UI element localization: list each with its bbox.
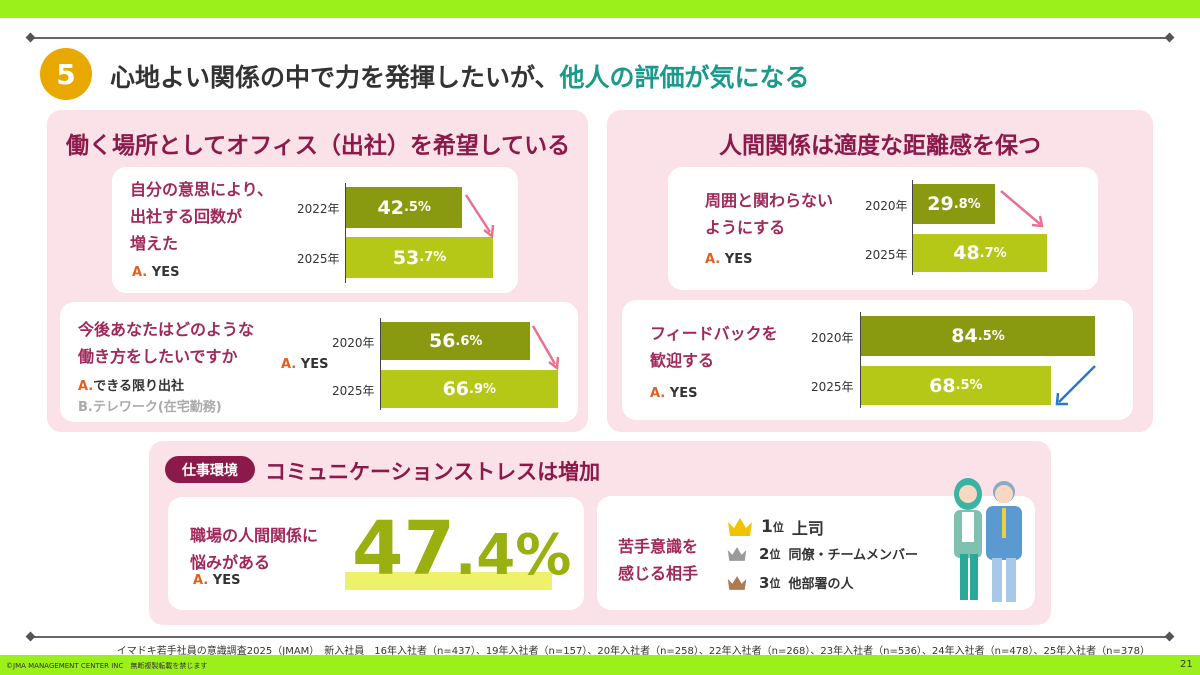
year-label: 2025年: [811, 380, 854, 394]
year-label: 2025年: [297, 252, 340, 266]
trend-arrow-icon: [464, 194, 495, 239]
trend-arrow-icon: [531, 325, 560, 371]
rank-item: 3 位 他部署の人: [727, 573, 853, 592]
rank-number: 2: [759, 544, 770, 563]
bar: 42.5%: [346, 187, 463, 228]
answer-label: A. YES: [193, 573, 241, 588]
rank-unit: 位: [769, 547, 781, 561]
year-label: 2022年: [297, 202, 340, 216]
bar: 84.5%: [861, 316, 1096, 356]
section-number: 5: [40, 48, 92, 100]
copyright: ©JMA MANAGEMENT CENTER INC 無断複製転載を禁じます: [6, 662, 208, 670]
bottom-accent-bar: [0, 655, 1200, 675]
axis: [860, 312, 861, 408]
page-number: 21: [1180, 659, 1193, 670]
year-label: 2020年: [811, 331, 854, 345]
rank-unit: 位: [769, 576, 781, 590]
rank-item: 2 位 同僚・チームメンバー: [727, 544, 918, 563]
question: 周囲と関わらない ようにする: [705, 191, 834, 237]
top-accent-bar: [0, 0, 1200, 18]
communication-heading: コミュニケーションストレスは増加: [265, 460, 601, 484]
highlight-marker: [345, 572, 552, 590]
option-b: B.テレワーク(在宅勤務): [78, 400, 222, 415]
axis: [380, 318, 381, 410]
crown-icon: [727, 546, 747, 561]
year-label: 2020年: [865, 199, 908, 213]
axis: [345, 183, 346, 283]
people-illustration: [954, 478, 1022, 602]
question: フィードバックを 歓迎する: [650, 324, 778, 370]
year-label: 2020年: [332, 336, 375, 350]
axis: [912, 180, 913, 275]
divider: [30, 636, 1170, 638]
crown-icon: [728, 518, 752, 536]
answer-label: A. YES: [650, 386, 698, 401]
rank-number: 1: [761, 517, 773, 537]
answer-label: A. YES: [132, 265, 180, 280]
question: 職場の人間関係に 悩みがある: [190, 526, 319, 572]
question: 苦手意識を 感じる相手: [618, 537, 699, 583]
option-a: A.できる限り出社: [78, 379, 184, 394]
divider-end: [25, 32, 36, 43]
trend-arrow-icon: [1055, 365, 1096, 406]
year-label: 2025年: [332, 384, 375, 398]
rank-label: 上司: [791, 519, 824, 538]
bar: 48.7%: [913, 234, 1047, 272]
rank-number: 3: [759, 573, 770, 592]
rank-unit: 位: [772, 521, 784, 534]
question: 自分の意思により、 出社する回数が 増えた: [130, 180, 274, 253]
distance-heading: 人間関係は適度な距離感を保つ: [719, 133, 1041, 159]
answer-label: A. YES: [281, 357, 329, 372]
rank-label: 同僚・チームメンバー: [788, 548, 919, 563]
bar: 68.5%: [861, 366, 1051, 405]
crown-icon: [727, 575, 747, 590]
trend-arrow-icon: [1000, 190, 1044, 228]
category-badge: 仕事環境: [165, 456, 255, 483]
stress-card: [168, 497, 584, 610]
divider-end: [25, 631, 36, 642]
year-label: 2025年: [865, 248, 908, 262]
divider-end: [1164, 631, 1175, 642]
page-title: 心地よい関係の中で力を発揮したいが、他人の評価が気になる: [110, 58, 810, 94]
divider-end: [1164, 32, 1175, 43]
answer-label: A. YES: [705, 252, 753, 267]
bar: 29.8%: [913, 184, 995, 224]
bar: 56.6%: [381, 322, 531, 360]
office-heading: 働く場所としてオフィス（出社）を希望している: [66, 133, 571, 159]
question: 今後あなたはどのような 働き方をしたいですか: [78, 320, 255, 366]
title-highlight: 他人の評価が気になる: [559, 63, 810, 92]
bar: 53.7%: [346, 237, 494, 278]
divider: [30, 37, 1170, 39]
title-main: 心地よい関係の中で力を発揮したいが、: [110, 63, 560, 92]
big-percentage: 47.4%: [352, 506, 572, 592]
rank-item: 1 位 上司: [727, 515, 824, 539]
source-note: イマドキ若手社員の意識調査2025（JMAM） 新入社員 16年入社者（n=43…: [116, 646, 1150, 657]
rank-label: 他部署の人: [788, 577, 854, 592]
bar: 66.9%: [381, 370, 558, 408]
